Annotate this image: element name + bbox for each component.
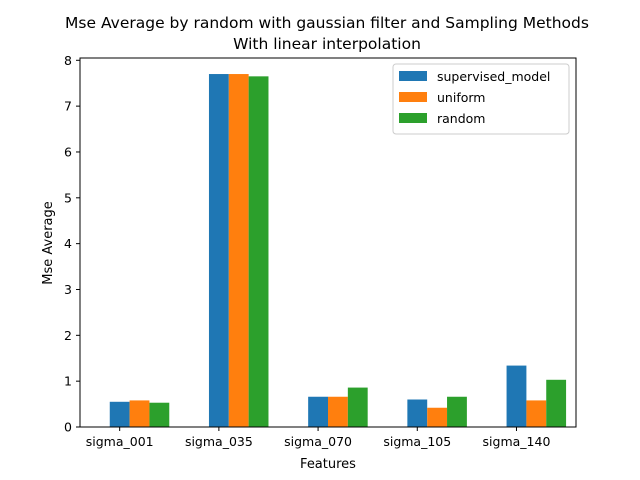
x-tick-label: sigma_105 — [383, 434, 451, 449]
y-tick-label: 2 — [64, 328, 72, 343]
legend-swatch-uniform — [399, 92, 427, 102]
chart-title: Mse Average by random with gaussian filt… — [65, 14, 589, 32]
bar-uniform-sigma_070 — [328, 396, 348, 427]
legend-frame — [392, 63, 570, 135]
bar-random-sigma_001 — [149, 402, 170, 427]
y-tick-label: 5 — [64, 190, 72, 205]
legend-label-uniform: uniform — [437, 90, 485, 105]
bars-layer — [109, 74, 567, 427]
y-tick-label: 4 — [64, 236, 72, 251]
y-tick-label: 1 — [64, 374, 72, 389]
chart-subtitle: With linear interpolation — [233, 35, 421, 53]
bar-uniform-sigma_140 — [526, 400, 547, 427]
y-tick-label: 0 — [64, 420, 72, 435]
legend-label-supervised_model: supervised_model — [437, 69, 550, 84]
bar-supervised_model-sigma_070 — [308, 396, 328, 427]
bar-uniform-sigma_035 — [228, 74, 249, 427]
axes-layer: 0 1 2 3 4 5 6 7 8 sigma_001 sigma_035 sigma_070 sigm… — [64, 53, 577, 449]
y-tick-label: 8 — [64, 53, 72, 68]
bar-random-sigma_140 — [546, 379, 567, 427]
legend-swatch-random — [399, 113, 427, 123]
bar-supervised_model-sigma_035 — [208, 74, 229, 427]
y-tick-label: 7 — [64, 99, 72, 114]
x-axis-label: Features — [300, 457, 356, 472]
plot-frame — [79, 57, 577, 428]
bar-supervised_model-sigma_140 — [506, 365, 527, 427]
bar-uniform-sigma_001 — [129, 400, 150, 427]
x-tick-label: sigma_001 — [86, 434, 154, 449]
x-tick-label: sigma_070 — [284, 434, 352, 449]
bar-uniform-sigma_105 — [427, 407, 448, 427]
legend-swatch-supervised_model — [399, 71, 427, 81]
bar-random-sigma_070 — [347, 387, 368, 427]
bar-supervised_model-sigma_105 — [407, 399, 428, 427]
bar-supervised_model-sigma_001 — [109, 401, 130, 427]
legend-label-random: random — [437, 111, 485, 126]
y-tick-label: 3 — [64, 282, 72, 297]
y-tick-label: 6 — [64, 144, 72, 159]
y-axis-label: Mse Average — [41, 201, 56, 285]
x-tick-label: sigma_035 — [185, 434, 253, 449]
bar-random-sigma_105 — [447, 396, 467, 427]
x-tick-label: sigma_140 — [483, 434, 551, 449]
bar-random-sigma_035 — [248, 76, 269, 427]
